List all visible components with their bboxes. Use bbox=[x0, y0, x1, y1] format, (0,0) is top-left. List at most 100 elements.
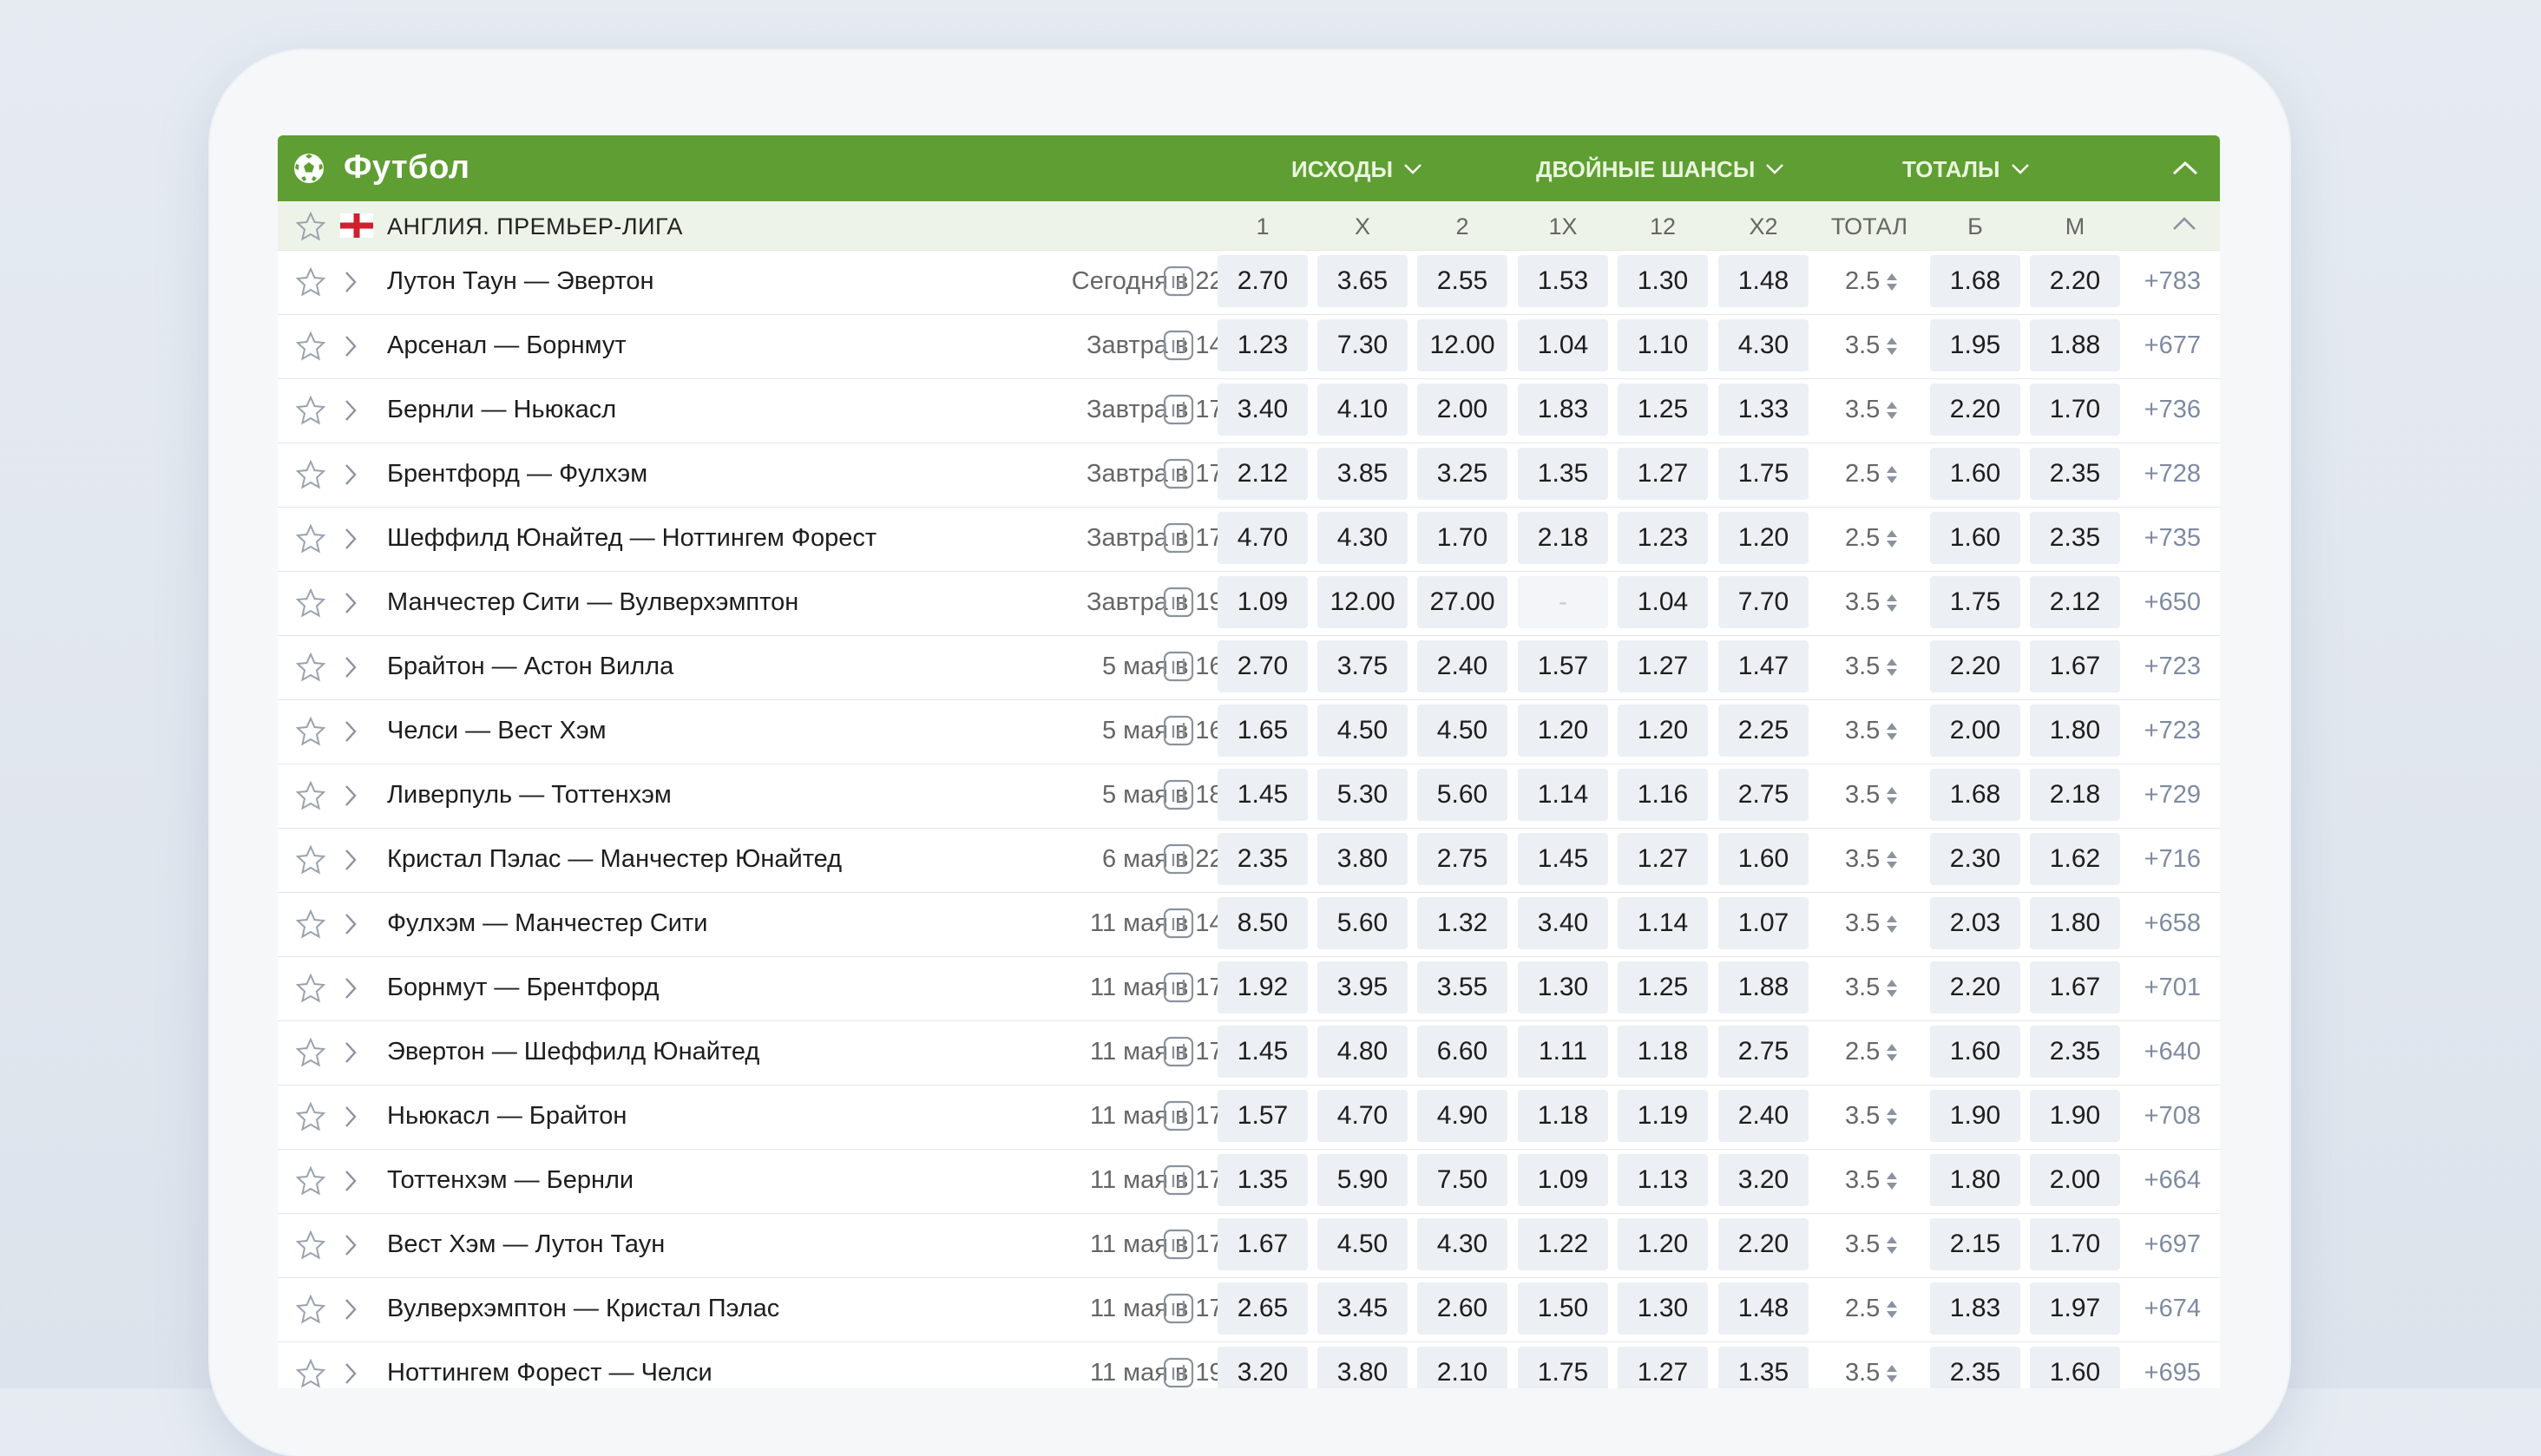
odd-button[interactable]: 2.75 bbox=[1718, 1026, 1809, 1078]
odd-button[interactable]: 1.10 bbox=[1618, 319, 1708, 371]
odd-under-button[interactable]: 1.62 bbox=[2030, 833, 2120, 885]
total-line-stepper[interactable]: 3.5 bbox=[1845, 1102, 1914, 1131]
total-line-stepper[interactable]: 3.5 bbox=[1845, 974, 1914, 1002]
stats-icon[interactable] bbox=[1163, 587, 1194, 618]
odd-button[interactable]: 1.27 bbox=[1618, 448, 1708, 500]
odd-button[interactable]: 4.70 bbox=[1218, 512, 1308, 564]
match-teams[interactable]: Вест Хэм — Лутон Таун bbox=[387, 1230, 666, 1258]
odd-button[interactable]: 2.70 bbox=[1218, 255, 1308, 307]
odd-button[interactable]: 7.50 bbox=[1417, 1154, 1507, 1206]
odd-button[interactable]: 2.10 bbox=[1417, 1347, 1507, 1388]
chevron-right-icon[interactable] bbox=[344, 398, 358, 423]
odd-button[interactable]: 1.11 bbox=[1518, 1026, 1608, 1078]
star-icon[interactable] bbox=[295, 717, 326, 746]
odd-button[interactable]: 3.65 bbox=[1317, 255, 1408, 307]
star-icon[interactable] bbox=[295, 331, 326, 361]
odd-button[interactable]: 1.23 bbox=[1618, 512, 1708, 564]
odd-button[interactable]: 2.00 bbox=[1417, 384, 1507, 436]
odd-over-button[interactable]: 1.68 bbox=[1930, 255, 2020, 307]
odd-over-button[interactable]: 2.35 bbox=[1930, 1347, 2020, 1388]
star-icon[interactable] bbox=[295, 1230, 326, 1260]
total-line-stepper[interactable]: 2.5 bbox=[1845, 1038, 1914, 1066]
odd-over-button[interactable]: 1.68 bbox=[1930, 769, 2020, 821]
more-markets-link[interactable]: +736 bbox=[2144, 396, 2201, 423]
odd-button[interactable]: 12.00 bbox=[1317, 576, 1408, 628]
odd-button[interactable]: 3.40 bbox=[1218, 384, 1308, 436]
stats-icon[interactable] bbox=[1163, 1164, 1194, 1196]
stats-icon[interactable] bbox=[1163, 330, 1194, 361]
odd-button[interactable]: 2.65 bbox=[1218, 1282, 1308, 1335]
odd-button[interactable]: 3.25 bbox=[1417, 448, 1507, 500]
star-icon[interactable] bbox=[295, 974, 326, 1003]
odd-button[interactable]: 1.09 bbox=[1218, 576, 1308, 628]
odd-button[interactable]: 3.40 bbox=[1518, 897, 1608, 949]
chevron-right-icon[interactable] bbox=[344, 912, 358, 936]
odd-button[interactable]: 3.45 bbox=[1317, 1282, 1408, 1335]
odd-button[interactable]: 2.12 bbox=[1218, 448, 1308, 500]
star-icon[interactable] bbox=[295, 1359, 326, 1388]
chevron-right-icon[interactable] bbox=[344, 784, 358, 808]
odd-button[interactable]: 1.20 bbox=[1618, 1218, 1708, 1270]
odd-button[interactable]: 1.25 bbox=[1618, 384, 1708, 436]
odd-button[interactable]: 1.48 bbox=[1718, 1282, 1809, 1335]
odd-under-button[interactable]: 1.70 bbox=[2030, 1218, 2120, 1270]
odd-button[interactable]: 1.18 bbox=[1518, 1090, 1608, 1142]
total-line-stepper[interactable]: 3.5 bbox=[1845, 1359, 1914, 1387]
odd-button[interactable]: 5.30 bbox=[1317, 769, 1408, 821]
chevron-right-icon[interactable] bbox=[344, 1169, 358, 1193]
odd-button[interactable]: 1.47 bbox=[1718, 640, 1809, 692]
match-teams[interactable]: Тоттенхэм — Бернли bbox=[387, 1166, 634, 1194]
total-line-stepper[interactable]: 2.5 bbox=[1845, 460, 1914, 489]
odd-button[interactable]: 1.18 bbox=[1618, 1026, 1708, 1078]
stats-icon[interactable] bbox=[1163, 908, 1194, 939]
odd-button[interactable]: 1.75 bbox=[1718, 448, 1809, 500]
star-icon[interactable] bbox=[295, 212, 326, 241]
chevron-right-icon[interactable] bbox=[344, 334, 358, 358]
stats-icon[interactable] bbox=[1163, 522, 1194, 554]
odd-button[interactable]: 4.50 bbox=[1317, 705, 1408, 757]
match-teams[interactable]: Лутон Таун — Эвертон bbox=[387, 267, 654, 295]
more-markets-link[interactable]: +701 bbox=[2144, 974, 2201, 1001]
more-markets-link[interactable]: +677 bbox=[2144, 331, 2201, 359]
odd-button[interactable]: 1.07 bbox=[1718, 897, 1809, 949]
odd-button[interactable]: 1.25 bbox=[1618, 961, 1708, 1013]
stats-icon[interactable] bbox=[1163, 1036, 1194, 1067]
odd-button[interactable]: 1.14 bbox=[1518, 769, 1608, 821]
odd-button[interactable]: 1.27 bbox=[1618, 833, 1708, 885]
odd-button[interactable]: 1.27 bbox=[1618, 1347, 1708, 1388]
total-line-stepper[interactable]: 3.5 bbox=[1845, 331, 1914, 360]
stats-icon[interactable] bbox=[1163, 1229, 1194, 1260]
match-teams[interactable]: Арсенал — Борнмут bbox=[387, 331, 627, 359]
odd-button[interactable]: 1.20 bbox=[1718, 512, 1809, 564]
stats-icon[interactable] bbox=[1163, 1100, 1194, 1131]
odd-over-button[interactable]: 1.90 bbox=[1930, 1090, 2020, 1142]
odd-button[interactable]: 4.90 bbox=[1417, 1090, 1507, 1142]
odd-button[interactable]: 1.20 bbox=[1518, 705, 1608, 757]
chevron-right-icon[interactable] bbox=[344, 655, 358, 679]
odd-under-button[interactable]: 1.67 bbox=[2030, 640, 2120, 692]
tab-outcomes[interactable]: ИСХОДЫ bbox=[1291, 156, 1422, 182]
odd-button[interactable]: 2.18 bbox=[1518, 512, 1608, 564]
odd-under-button[interactable]: 1.67 bbox=[2030, 961, 2120, 1013]
odd-over-button[interactable]: 2.15 bbox=[1930, 1218, 2020, 1270]
stats-icon[interactable] bbox=[1163, 394, 1194, 425]
chevron-right-icon[interactable] bbox=[344, 848, 358, 872]
odd-button[interactable]: 1.13 bbox=[1618, 1154, 1708, 1206]
odd-button[interactable]: 2.55 bbox=[1417, 255, 1507, 307]
chevron-right-icon[interactable] bbox=[344, 591, 358, 615]
odd-button[interactable]: 1.27 bbox=[1618, 640, 1708, 692]
odd-button[interactable]: 2.60 bbox=[1417, 1282, 1507, 1335]
match-teams[interactable]: Ноттингем Форест — Челси bbox=[387, 1359, 712, 1387]
odd-button[interactable]: 1.35 bbox=[1718, 1347, 1809, 1388]
odd-button[interactable]: 1.04 bbox=[1618, 576, 1708, 628]
odd-button[interactable]: 1.32 bbox=[1417, 897, 1507, 949]
more-markets-link[interactable]: +658 bbox=[2144, 909, 2201, 937]
total-line-stepper[interactable]: 3.5 bbox=[1845, 588, 1914, 617]
star-icon[interactable] bbox=[295, 1166, 326, 1196]
odd-button[interactable]: 4.30 bbox=[1417, 1218, 1507, 1270]
odd-button[interactable]: 3.80 bbox=[1317, 1347, 1408, 1388]
odd-button[interactable]: 1.30 bbox=[1618, 255, 1708, 307]
total-line-stepper[interactable]: 3.5 bbox=[1845, 1166, 1914, 1195]
odd-button[interactable]: 1.53 bbox=[1518, 255, 1608, 307]
odd-under-button[interactable]: 2.35 bbox=[2030, 448, 2120, 500]
